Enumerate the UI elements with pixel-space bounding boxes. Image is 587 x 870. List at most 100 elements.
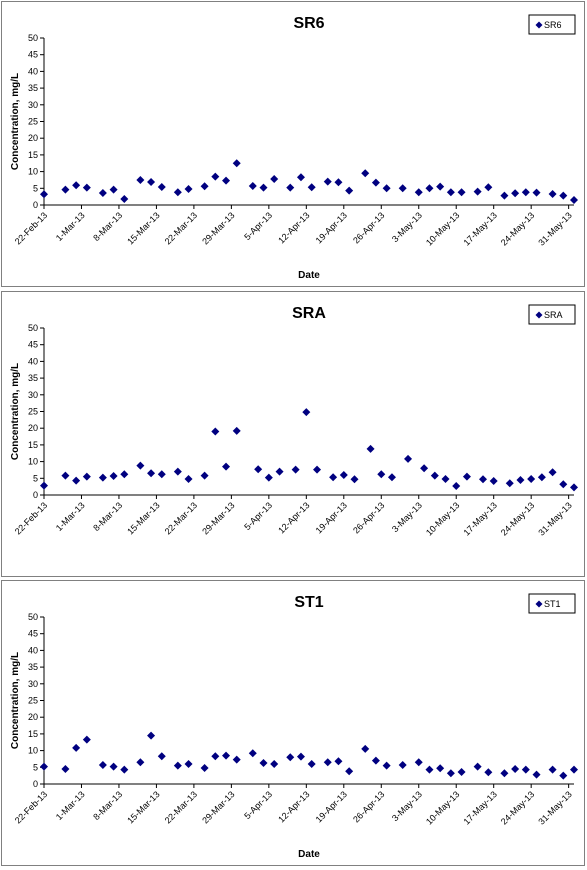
x-axis-title: Date	[298, 270, 320, 281]
legend-box	[528, 593, 576, 614]
x-tick-label: 29-Mar-13	[200, 210, 236, 246]
x-tick-label: 26-Apr-13	[351, 500, 386, 535]
data-point	[334, 178, 343, 187]
data-point	[484, 183, 493, 192]
data-point	[371, 178, 380, 187]
data-point	[500, 769, 509, 778]
data-point	[559, 191, 568, 200]
data-point	[232, 755, 241, 764]
y-tick-label: 5	[33, 762, 38, 772]
data-point	[82, 183, 91, 192]
x-tick-label: 3-May-13	[390, 789, 424, 823]
data-point	[264, 473, 273, 482]
data-point	[548, 765, 557, 774]
data-point	[296, 752, 305, 761]
data-point	[398, 760, 407, 769]
y-tick-label: 20	[28, 712, 38, 722]
x-tick-label: 15-Mar-13	[125, 500, 161, 536]
x-tick-label: 12-Apr-13	[276, 210, 311, 245]
data-point	[420, 464, 429, 473]
data-point	[559, 480, 568, 489]
x-tick-label: 1-Mar-13	[54, 210, 87, 243]
x-tick-label: 10-May-13	[424, 500, 461, 537]
data-point	[184, 759, 193, 768]
x-tick-label: 12-Apr-13	[276, 500, 311, 535]
data-point	[527, 474, 536, 483]
y-tick-label: 20	[28, 133, 38, 143]
y-tick-label: 35	[28, 373, 38, 383]
data-point	[323, 758, 332, 767]
data-point	[211, 172, 220, 181]
data-point	[61, 764, 70, 773]
x-tick-label: 22-Mar-13	[163, 500, 199, 536]
x-tick-label: 15-Mar-13	[125, 789, 161, 825]
data-point	[559, 771, 568, 780]
data-point	[173, 761, 182, 770]
x-tick-label: 5-Apr-13	[242, 210, 274, 242]
y-tick-label: 45	[28, 629, 38, 639]
x-tick-label: 8-Mar-13	[91, 210, 124, 243]
data-point	[157, 182, 166, 191]
data-point	[521, 765, 530, 774]
data-point	[82, 735, 91, 744]
y-tick-label: 5	[33, 183, 38, 193]
x-tick-label: 26-Apr-13	[351, 789, 386, 824]
y-tick-label: 10	[28, 746, 38, 756]
x-tick-label: 29-Mar-13	[200, 500, 236, 536]
x-axis-title: Date	[298, 849, 320, 860]
y-tick-label: 0	[33, 490, 38, 500]
data-point	[147, 731, 156, 740]
legend-marker	[535, 600, 543, 608]
data-point	[371, 756, 380, 765]
data-point	[72, 476, 81, 485]
y-tick-label: 0	[33, 779, 38, 789]
x-tick-label: 22-Mar-13	[163, 789, 199, 825]
x-tick-label: 17-May-13	[461, 210, 498, 247]
y-tick-label: 25	[28, 407, 38, 417]
legend: ST1	[528, 593, 576, 614]
data-point	[232, 426, 241, 435]
y-tick-label: 10	[28, 167, 38, 177]
legend-label: SRA	[544, 310, 563, 320]
data-point	[478, 475, 487, 484]
x-tick-label: 22-Feb-13	[13, 210, 49, 246]
y-tick-label: 40	[28, 356, 38, 366]
data-point	[500, 191, 509, 200]
x-tick-label: 19-Apr-13	[314, 210, 349, 245]
chart-title: ST1	[294, 594, 323, 611]
y-tick-label: 45	[28, 50, 38, 60]
data-point	[307, 759, 316, 768]
legend: SRA	[528, 304, 576, 325]
data-point	[511, 189, 520, 198]
data-point	[446, 188, 455, 197]
data-point	[109, 762, 118, 771]
data-point	[61, 471, 70, 480]
x-tick-label: 22-Feb-13	[13, 789, 49, 825]
x-tick-label: 17-May-13	[461, 789, 498, 826]
data-point	[211, 427, 220, 436]
data-point	[286, 183, 295, 192]
chart-panel-sr6: SR6 0 5 10 15 20 25 30 35 40 45 50 22-Feb-13 1-Mar-13…	[1, 1, 585, 287]
y-axis-title: Concentration, mg/L	[10, 652, 21, 749]
data-point	[441, 474, 450, 483]
y-tick-label: 35	[28, 83, 38, 93]
data-point	[361, 744, 370, 753]
data-point	[136, 175, 145, 184]
y-tick-label: 50	[28, 33, 38, 43]
x-tick-label: 24-May-13	[499, 789, 536, 826]
data-point	[313, 465, 322, 474]
data-point	[452, 481, 461, 490]
data-point	[157, 470, 166, 479]
data-point	[296, 173, 305, 182]
data-point	[40, 481, 48, 490]
data-point	[222, 751, 231, 760]
y-tick-label: 50	[28, 612, 38, 622]
chart-svg: SRA 0 5 10 15 20 25 30 35 40 45 50 22-Feb-13 1-Mar-13…	[10, 304, 578, 538]
data-point	[414, 758, 423, 767]
data-point	[173, 188, 182, 197]
legend-box	[528, 14, 576, 35]
x-tick-label: 19-Apr-13	[314, 789, 349, 824]
data-point	[40, 762, 48, 771]
data-point	[377, 470, 386, 479]
data-point	[329, 473, 338, 482]
